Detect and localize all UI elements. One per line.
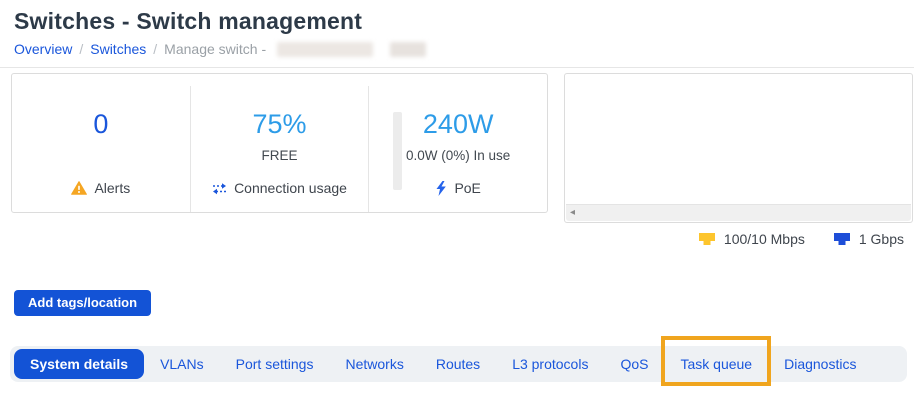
summary-row: 0 Alerts 75% FREE (11, 73, 914, 223)
page-header: Switches - Switch management Overview / … (0, 0, 914, 57)
legend-label: 100/10 Mbps (723, 231, 805, 247)
poe-metric: 240W 0.0W (0%) In use PoE (368, 86, 547, 212)
breadcrumb-current: Manage switch - (164, 41, 267, 57)
connection-usage-label: Connection usage (234, 180, 347, 196)
redacted-switch-name (390, 41, 427, 57)
tab-routes[interactable]: Routes (435, 356, 481, 372)
tab-task-queue-label: Task queue (680, 356, 753, 372)
tab-port-settings[interactable]: Port settings (235, 356, 314, 372)
tab-qos[interactable]: QoS (620, 356, 649, 372)
breadcrumb: Overview / Switches / Manage switch - (14, 41, 900, 57)
tab-vlans[interactable]: VLANs (160, 356, 204, 372)
page-title: Switches - Switch management (14, 8, 363, 34)
port-icon (698, 232, 716, 246)
lightning-icon (435, 180, 447, 196)
legend-item-100-10-mbps: 100/10 Mbps (698, 231, 805, 247)
tab-networks[interactable]: Networks (345, 356, 404, 372)
connection-usage-value: 75% (252, 109, 307, 139)
tab-l3-protocols[interactable]: L3 protocols (512, 356, 589, 372)
breadcrumb-separator: / (79, 41, 84, 57)
alerts-count: 0 (93, 109, 109, 139)
switch-management-tabbar: System details VLANs Port settings Netwo… (10, 336, 907, 386)
scroll-left-arrow-icon[interactable]: ◂ (570, 207, 576, 218)
alerts-label: Alerts (94, 180, 131, 196)
breadcrumb-link-switches[interactable]: Switches (90, 41, 147, 57)
tab-diagnostics[interactable]: Diagnostics (784, 356, 857, 372)
horizontal-scrollbar[interactable]: ◂ (566, 204, 911, 221)
poe-usage-gauge (393, 112, 403, 190)
breadcrumb-link-overview[interactable]: Overview (14, 41, 73, 57)
poe-label: PoE (454, 180, 481, 196)
bidirectional-arrows-icon (212, 182, 227, 195)
add-tags-location-button[interactable]: Add tags/location (14, 290, 152, 316)
breadcrumb-separator: / (153, 41, 158, 57)
tab-task-queue[interactable]: Task queue (661, 336, 772, 386)
port-icon (833, 232, 851, 246)
poe-in-use-sub: 0.0W (0%) In use (406, 147, 511, 163)
connection-usage-metric: 75% FREE Connection usage (189, 86, 369, 212)
alerts-metric: 0 Alerts (12, 86, 190, 212)
header-divider (0, 67, 914, 68)
metrics-card: 0 Alerts 75% FREE (11, 73, 548, 213)
port-speed-legend: 100/10 Mbps 1 Gbps (0, 231, 913, 247)
legend-label: 1 Gbps (858, 231, 904, 247)
connection-usage-sub: FREE (261, 147, 298, 163)
port-visualization-panel: ◂ (564, 73, 913, 223)
legend-item-1-gbps: 1 Gbps (833, 231, 904, 247)
poe-capacity-value: 240W (422, 109, 494, 139)
warning-triangle-icon (71, 181, 88, 195)
redacted-switch-name (277, 41, 374, 57)
tab-system-details[interactable]: System details (14, 349, 145, 379)
